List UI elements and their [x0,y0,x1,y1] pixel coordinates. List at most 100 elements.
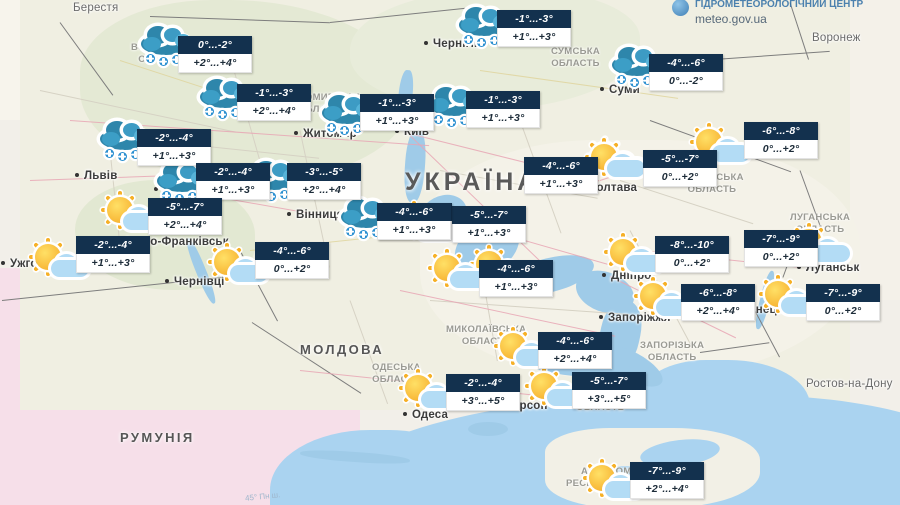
city-label: Львів [75,170,117,182]
city-label: Суми [600,84,640,96]
night-temperature: -5°...-7° [572,372,646,390]
temperature-chip[interactable]: -5°...-7° 0°...+2° [643,150,717,187]
city-label: Чернівці [165,276,225,288]
temperature-chip[interactable]: -4°...-6° +2°...+4° [538,332,612,369]
brand-url[interactable]: meteo.gov.ua [695,12,767,26]
temperature-chip[interactable]: -1°...-3° +2°...+4° [237,84,311,121]
day-temperature: 0°...+2° [643,168,717,187]
city-label: Луганськ [797,262,859,274]
night-temperature: -4°...-6° [538,332,612,350]
temperature-chip[interactable]: -5°...-7° +1°...+3° [452,206,526,243]
temperature-chip[interactable]: -1°...-3° +1°...+3° [497,10,571,47]
sun-cloud-icon [608,233,666,280]
night-temperature: -4°...-6° [479,260,553,278]
day-temperature: 0°...+2° [255,260,329,279]
snow-cloud-icon [318,94,380,138]
country-label: РУМУНІЯ [120,430,195,445]
temperature-chip[interactable]: -7°...-9° +2°...+4° [630,462,704,499]
snow-cloud-icon [153,162,215,206]
city-dot-icon [599,315,603,319]
temperature-chip[interactable]: -2°...-4° +1°...+3° [76,236,150,273]
day-temperature: 0°...+2° [655,254,729,273]
night-temperature: -4°...-6° [255,242,329,260]
night-temperature: -4°...-6° [649,54,723,72]
night-temperature: -8°...-10° [655,236,729,254]
city-dot-icon [424,41,428,45]
country-label-ukraine: УКРАЇНА [405,168,540,196]
day-temperature: +2°...+4° [630,480,704,499]
city-dot-icon [403,412,407,416]
day-temperature: +2°...+4° [538,350,612,369]
day-temperature: +1°...+3° [524,175,598,194]
city-label: Дніпро [602,270,652,282]
temperature-chip[interactable]: -5°...-7° +2°...+4° [148,198,222,235]
city-dot-icon [797,265,801,269]
country-label: МОЛДОВА [300,342,385,357]
day-temperature: 0°...+2° [744,140,818,159]
day-temperature: +1°...+3° [479,278,553,297]
temperature-chip[interactable]: -2°...-4° +1°...+3° [196,163,270,200]
night-temperature: -2°...-4° [76,236,150,254]
globe-logo-icon [672,0,689,16]
brand-title: ГІДРОМЕТЕОРОЛОГІЧНИЙ ЦЕНТР [695,0,864,10]
city-dot-icon [287,212,291,216]
city-dot-icon [165,279,169,283]
day-temperature: +3°...+5° [572,390,646,409]
day-temperature: +1°...+3° [360,112,434,131]
night-temperature: -6°...-8° [744,122,818,140]
night-temperature: -5°...-7° [452,206,526,224]
temperature-chip[interactable]: -4°...-6°+1°...+3° [377,203,451,240]
day-temperature: +3°...+5° [446,392,520,411]
coordinate-label: 45° Пн ш. [244,490,281,503]
temperature-chip[interactable]: -4°...-6°+1°...+3° [479,260,553,297]
day-temperature: 0°...+2° [806,302,880,321]
oblast-label: ЗАПОРІЗЬКА ОБЛАСТЬ [640,340,705,363]
night-temperature: -5°...-7° [148,198,222,216]
temperature-chip[interactable]: -7°...-9° 0°...+2° [744,230,818,267]
brand-header: ГІДРОМЕТЕОРОЛОГІЧНИЙ ЦЕНТР meteo.gov.ua [672,0,863,26]
city-dot-icon [154,187,158,191]
night-temperature: -6°...-8° [681,284,755,302]
temperature-chip[interactable]: -7°...-9° 0°...+2° [806,284,880,321]
city-label: Одеса [403,409,448,421]
temperature-chip[interactable]: -1°...-3° +1°...+3° [466,91,540,128]
day-temperature: 0°...-2° [649,72,723,91]
brand-text: ГІДРОМЕТЕОРОЛОГІЧНИЙ ЦЕНТР meteo.gov.ua [695,0,863,26]
night-temperature: -4°...-6° [377,203,451,221]
day-temperature: +2°...+4° [148,216,222,235]
day-temperature: +2°...+4° [178,54,252,73]
city-dot-icon [1,261,5,265]
temperature-chip[interactable]: -2°...-4° +1°...+3° [137,129,211,166]
night-temperature: -1°...-3° [360,94,434,112]
night-temperature: -7°...-9° [744,230,818,248]
temperature-chip[interactable]: -5°...-7° +3°...+5° [572,372,646,409]
city-dot-icon [294,131,298,135]
city-dot-icon [75,173,79,177]
night-temperature: 0°...-2° [178,36,252,54]
temperature-chip[interactable]: -2°...-4° +3°...+5° [446,374,520,411]
oblast-label: ОДЕСЬКА ОБЛАСТЬ [372,362,421,385]
temperature-chip[interactable]: -6°...-8° +2°...+4° [681,284,755,321]
lake [468,422,508,436]
day-temperature: +1°...+3° [466,109,540,128]
city-dot-icon [602,273,606,277]
foreign-city-label: Воронеж [812,32,861,44]
sun-cloud-icon [432,249,490,296]
temperature-chip[interactable]: -4°...-6°+1°...+3° [524,157,598,194]
foreign-city-label: Берестя [73,2,119,14]
oblast-label: МИКОЛАЇВСЬКА ОБЛАСТЬ [446,324,527,347]
city-dot-icon [600,87,604,91]
temperature-chip[interactable]: -4°...-6° 0°...+2° [255,242,329,279]
temperature-chip[interactable]: -4°...-6° 0°...-2° [649,54,723,91]
night-temperature: -7°...-9° [630,462,704,480]
temperature-chip[interactable]: -8°...-10° 0°...+2° [655,236,729,273]
temperature-chip[interactable]: -3°...-5° +2°...+4° [287,163,361,200]
night-temperature: -2°...-4° [196,163,270,181]
temperature-chip[interactable]: -1°...-3° +1°...+3° [360,94,434,131]
temperature-chip[interactable]: -6°...-8° 0°...+2° [744,122,818,159]
day-temperature: +1°...+3° [196,181,270,200]
day-temperature: +1°...+3° [497,28,571,47]
day-temperature: +2°...+4° [681,302,755,321]
temperature-chip[interactable]: 0°...-2° +2°...+4° [178,36,252,73]
